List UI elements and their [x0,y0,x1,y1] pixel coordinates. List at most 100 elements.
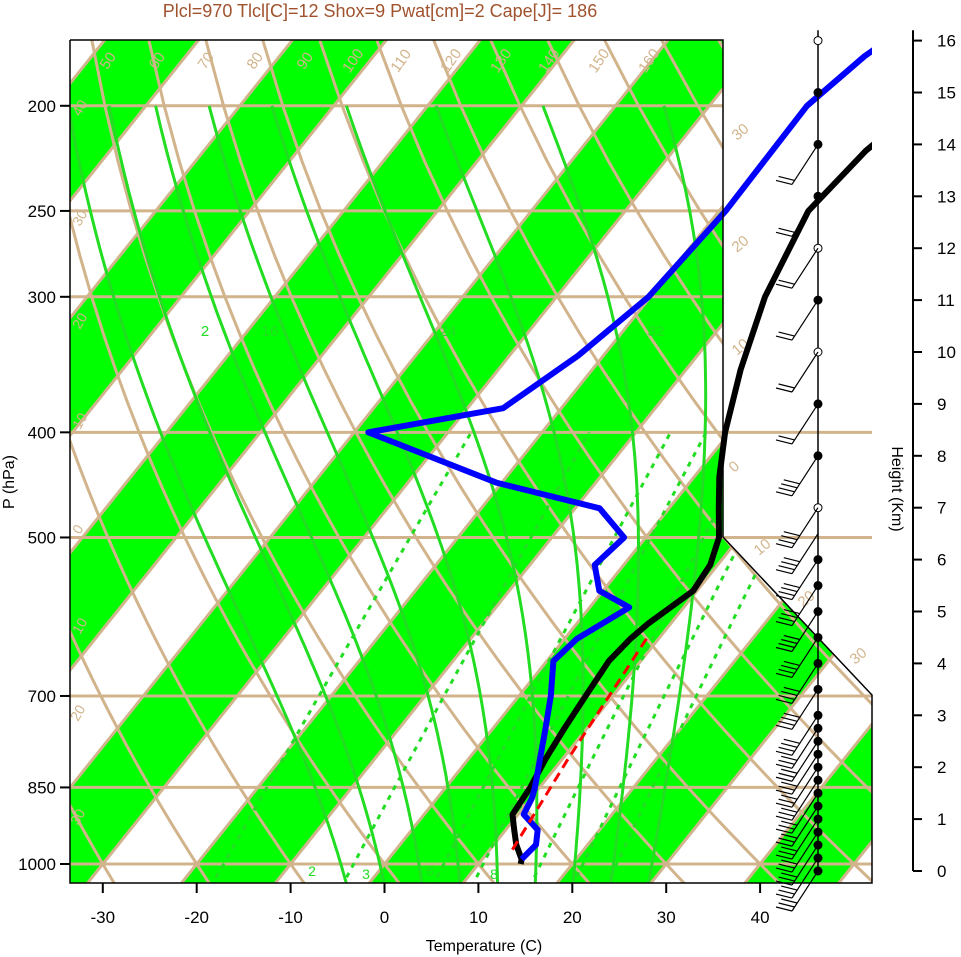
isotherm-line [518,40,872,883]
isotherm-label: 10 [69,615,91,637]
wind-barb-feather [775,776,793,782]
wind-barb-feather [783,531,800,537]
wind-barb [775,144,819,185]
mixing-ratio-lines [209,431,828,883]
dry-adiabat-label: 90 [293,49,316,72]
dry-adiabat-label: 60 [145,49,168,72]
height-tick-label: 2 [937,758,946,777]
dry-adiabat [70,40,518,883]
x-tick-label: -10 [278,908,303,927]
wind-barb-feather [775,283,793,289]
dry-adiabat [160,40,710,883]
wind-barb-feather [775,880,793,886]
wind-barb-feather [778,616,795,623]
y-tick-label: 500 [28,528,56,547]
wind-barb-feather [775,815,793,821]
wind-barb [775,831,819,873]
isotherm-label: 0 [726,458,743,476]
x-tick-label: 10 [469,908,488,927]
height-tick-label: 6 [937,551,946,570]
mixing-ratio-line [570,431,798,883]
wind-barb-feather [775,906,793,912]
wind-barb [775,779,819,821]
wind-barb-feather [778,383,795,389]
wind-barb [775,870,819,912]
wind-barb-staff [791,857,819,899]
wind-barb-staff [791,247,819,289]
dry-adiabat [209,40,807,883]
wind-barb-feather [781,833,798,839]
isotherm-label: 30 [847,644,871,668]
wind-barb-feather [775,439,793,445]
plot-border [69,39,873,884]
wind-barb [775,663,819,704]
height-tick-label: 8 [937,447,946,466]
wind-barb-feather [781,716,798,722]
dry-adiabat-label: 80 [243,49,266,72]
moist-adiabats [70,105,708,883]
isotherm-line [612,40,872,883]
wind-barb-feather [781,755,798,761]
wind-barb [775,195,819,237]
wind-barb-staff [791,637,819,678]
wind-barb-feather [781,794,798,800]
wind-barb-feather [775,543,793,549]
wind-barb-staff [791,689,819,730]
wind-barb-feather [781,820,798,826]
dry-adiabat-label: 110 [387,46,415,75]
x-tick-label: -30 [91,908,116,927]
wind-barb [775,533,819,575]
height-tick-label: 15 [937,84,956,103]
isotherm-line [70,40,872,883]
wind-barb [775,727,819,769]
mixing-ratio-line [340,431,591,883]
wind-barb-feather [778,837,795,843]
dry-adiabat [354,40,872,883]
wind-barb [775,299,819,341]
height-tick-label: 3 [937,706,946,725]
wind-barb-feather [781,846,798,852]
wind-barb-staff [791,792,819,834]
isotherm-band [70,40,788,883]
moist-adiabat [541,105,640,883]
y-axis: 1001502002503004005007008501000 [18,97,70,874]
wind-barb-staff [791,351,819,393]
wind-barb [775,611,819,653]
wind-barb-feather [775,646,793,653]
dry-adiabat [70,40,132,883]
wind-barb-staff [791,753,819,795]
wind-barb-staff [791,740,819,782]
wind-barb-staff [791,195,819,237]
wind-barb-feather [775,854,793,860]
height-tick-label: 5 [937,603,946,622]
moist-adiabat [270,105,500,883]
wind-barb-feather [775,569,793,575]
wind-barb-feather [783,738,800,744]
x-tick-label: 20 [563,908,582,927]
wind-barb-feather [781,781,798,787]
wind-barb-feather [783,660,800,667]
wind-barb [775,818,819,860]
moist-adiabat [107,105,387,883]
wind-barb [775,351,819,393]
wind-barb [775,766,819,808]
wind-barb-feather [781,561,798,567]
wind-barb-feather [778,863,795,869]
y-tick-label: 200 [28,97,56,116]
wind-barb-feather [778,435,795,441]
wind-level-dot [813,88,823,97]
height-tick-label: 4 [937,654,946,673]
wind-barb-feather [778,331,795,337]
wind-barb-feather [775,789,793,795]
mixing-ratio-line [430,431,672,883]
wind-barb-staff [791,714,819,756]
wind-barb-feather [783,634,800,641]
isotherm-label: 20 [729,232,753,256]
wind-barb-feather [781,690,798,696]
wind-barb-feather [778,279,795,285]
wind-barb-feather [775,867,793,873]
wind-barb-feather [781,807,798,813]
wind-barb-feather [778,811,795,817]
x-tick-label: 40 [751,908,770,927]
